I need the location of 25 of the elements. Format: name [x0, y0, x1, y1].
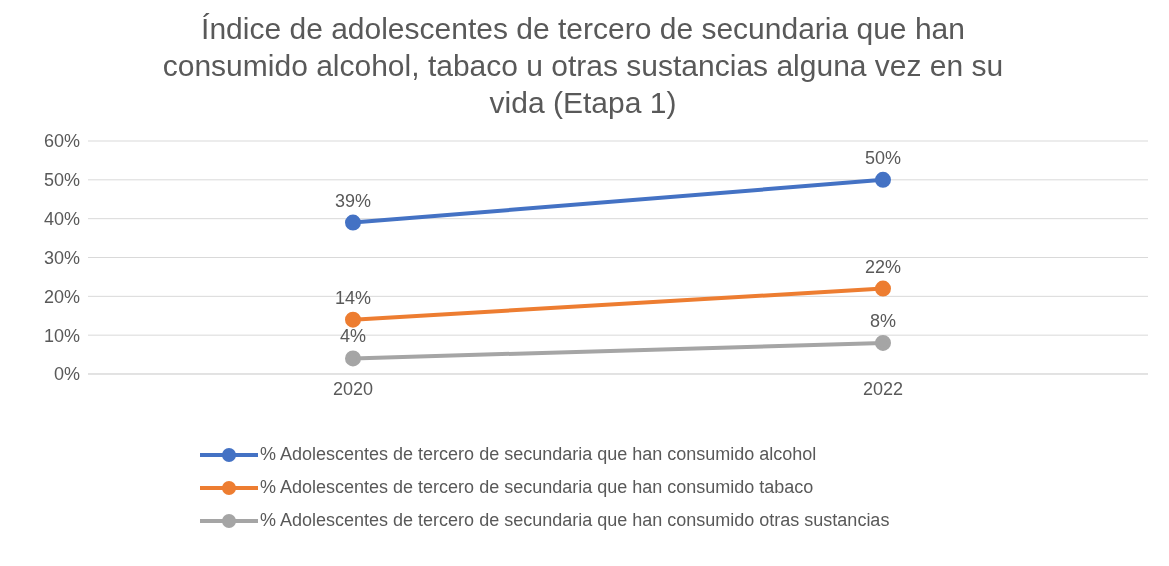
y-tick-label: 10% [43, 325, 80, 346]
data-label: 8% [869, 310, 897, 331]
point [345, 214, 361, 231]
y-tick-label: 20% [43, 286, 80, 307]
data-label: 4% [339, 326, 367, 347]
chart-title: Índice de adolescentes de tercero de secundaria que han consumido alcohol, tabaco u otras sustancias alguna vez en su vida (Etapa 1) [161, 11, 1005, 121]
y-tick-label: 40% [43, 209, 80, 230]
data-label: 14% [334, 287, 372, 308]
point [875, 280, 891, 297]
legend-label: % Adolescentes de tercero de secundaria que han consumido otras sustancias [260, 510, 890, 531]
data-label: 50% [864, 147, 902, 168]
point [875, 171, 891, 188]
x-tick-label: 2022 [862, 378, 904, 399]
y-tick-label: 30% [43, 247, 80, 268]
y-tick-label: 60% [43, 131, 80, 152]
legend-label: % Adolescentes de tercero de secundaria que han consumido alcohol [260, 444, 817, 465]
point [345, 350, 361, 367]
legend-label: % Adolescentes de tercero de secundaria que han consumido tabaco [260, 477, 814, 498]
point [345, 311, 361, 328]
data-label: 39% [334, 190, 372, 211]
point [875, 334, 891, 351]
y-tick-label: 0% [53, 364, 80, 385]
x-tick-label: 2020 [332, 378, 374, 399]
data-label: 22% [864, 256, 902, 277]
y-tick-label: 50% [43, 170, 80, 191]
